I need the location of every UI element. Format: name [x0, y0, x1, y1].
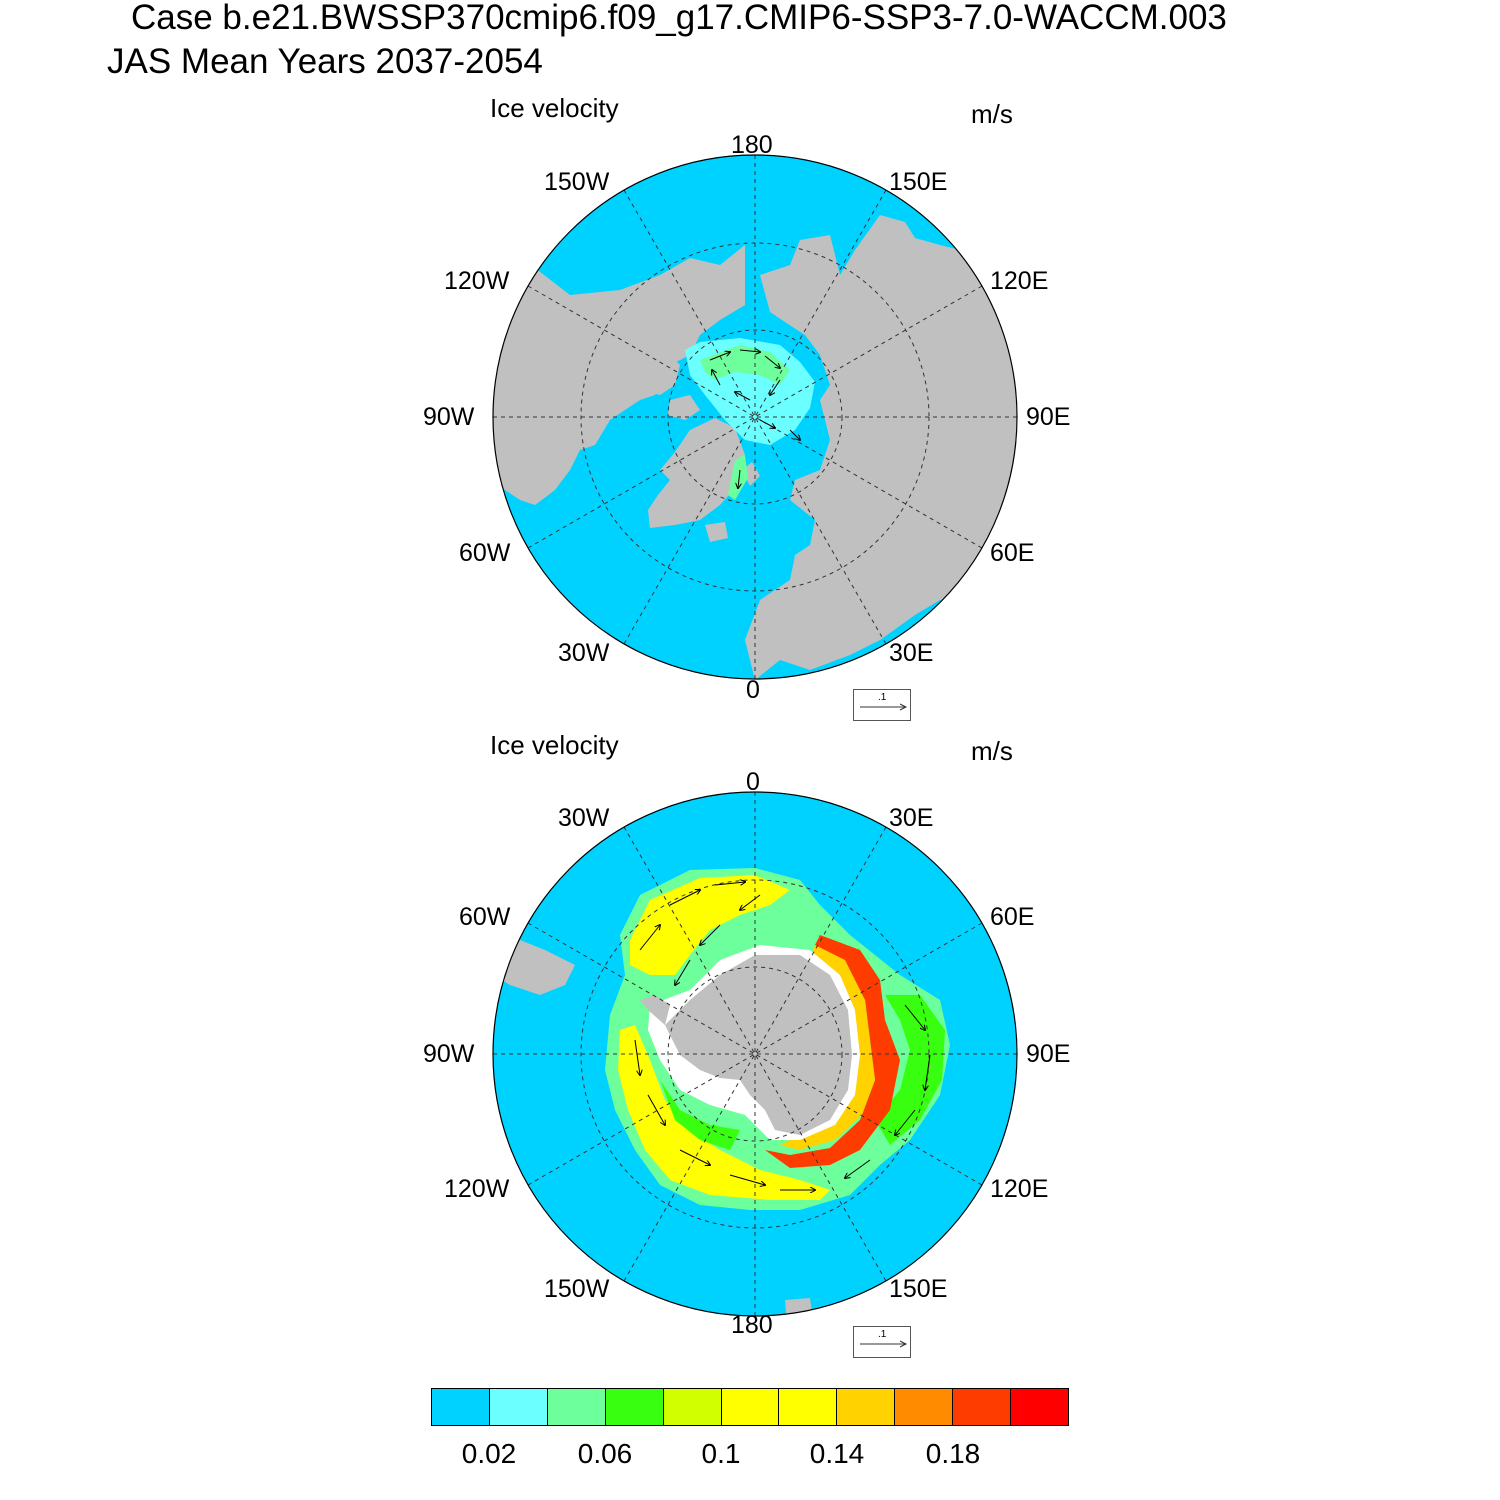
figure-title-period: JAS Mean Years 2037-2054	[107, 42, 543, 81]
north-polar-map	[492, 154, 1018, 680]
north-lon-label-upper-right: 120E	[990, 267, 1049, 295]
south-polar-map	[492, 791, 1018, 1317]
south-reference-vector-label: .1	[878, 1329, 887, 1340]
colorbar-swatch	[953, 1389, 1012, 1425]
south-land-island	[785, 1298, 812, 1314]
north-ice-east-greenland	[728, 455, 748, 500]
south-graticule	[493, 792, 1017, 1316]
colorbar-swatch	[779, 1389, 838, 1425]
colorbar-swatch	[432, 1389, 490, 1425]
colorbar	[431, 1388, 1069, 1426]
north-reference-arrow-icon	[860, 703, 908, 711]
south-lon-label-upper-left: 60W	[459, 903, 511, 931]
colorbar-swatch	[895, 1389, 954, 1425]
colorbar-tick-label: 0.1	[701, 1438, 741, 1469]
north-reference-vector-label: .1	[878, 692, 887, 703]
north-lon-label-bottom: 0	[746, 676, 760, 704]
colorbar-tick-label: 0.14	[809, 1438, 865, 1469]
colorbar-tick-label: 0.06	[577, 1438, 633, 1469]
colorbar-swatch	[663, 1389, 722, 1425]
north-lon-label-top: 180	[731, 131, 773, 159]
north-lon-label-right: 90E	[1026, 403, 1071, 431]
south-land-peninsula	[640, 995, 670, 1025]
south-ice-green-inner	[660, 1080, 740, 1150]
south-map-units: m/s	[971, 736, 1013, 766]
colorbar-tick-label: 0.18	[925, 1438, 981, 1469]
north-map-border	[492, 154, 1018, 680]
south-reference-vector: .1	[853, 1326, 911, 1358]
south-lon-label-bottom-right: 150E	[889, 1275, 948, 1303]
north-lon-label-upper-left: 120W	[444, 267, 510, 295]
north-velocity-vectors	[709, 350, 800, 488]
north-land-iceland	[705, 522, 728, 542]
south-lon-label-top: 0	[746, 768, 760, 796]
south-ice-yellow-ross	[618, 1025, 830, 1200]
north-land-eurasia	[745, 215, 1017, 679]
south-lon-label-lower-right: 120E	[990, 1175, 1049, 1203]
north-lon-label-bottom-left: 30W	[558, 639, 610, 667]
south-lon-label-top-right: 30E	[889, 804, 934, 832]
south-lon-label-bottom-left: 150W	[544, 1275, 610, 1303]
south-reference-arrow-icon	[860, 1340, 908, 1348]
colorbar-swatch	[547, 1389, 606, 1425]
north-land-archipelago	[605, 350, 700, 420]
north-land-north-america	[493, 245, 745, 505]
south-lon-label-right: 90E	[1026, 1040, 1071, 1068]
south-lon-label-left: 90W	[423, 1040, 475, 1068]
colorbar-tick-label: 0.02	[461, 1438, 517, 1469]
south-ice-yellow-weddell	[630, 875, 790, 975]
north-lon-label-top-right: 150E	[889, 168, 948, 196]
colorbar-swatch	[489, 1389, 548, 1425]
north-map-units: m/s	[971, 99, 1013, 129]
south-ice-east-band	[875, 995, 945, 1145]
south-lon-label-bottom: 180	[731, 1311, 773, 1339]
north-land-greenland	[648, 418, 745, 528]
south-map-border	[492, 791, 1018, 1317]
north-reference-vector: .1	[853, 689, 911, 721]
south-land-antarctica	[665, 955, 852, 1135]
north-lon-label-lower-left: 60W	[459, 539, 511, 567]
north-lon-label-left: 90W	[423, 403, 475, 431]
north-lon-label-lower-right: 60E	[990, 539, 1035, 567]
north-map-variable: Ice velocity	[490, 93, 619, 123]
colorbar-swatch	[605, 1389, 664, 1425]
south-lon-label-upper-right: 60E	[990, 903, 1035, 931]
colorbar-swatch	[721, 1389, 780, 1425]
north-graticule	[493, 155, 1017, 679]
south-velocity-vectors	[634, 882, 931, 1190]
figure-title-case: Case b.e21.BWSSP370cmip6.f09_g17.CMIP6-S…	[131, 0, 1227, 37]
colorbar-swatch	[837, 1389, 896, 1425]
colorbar-swatch	[1011, 1389, 1068, 1425]
south-map-variable: Ice velocity	[490, 730, 619, 760]
north-lon-label-bottom-right: 30E	[889, 639, 934, 667]
south-ice-red-edge	[765, 935, 900, 1168]
south-lon-label-lower-left: 120W	[444, 1175, 510, 1203]
south-lon-label-top-left: 30W	[558, 804, 610, 832]
north-lon-label-top-left: 150W	[544, 168, 610, 196]
